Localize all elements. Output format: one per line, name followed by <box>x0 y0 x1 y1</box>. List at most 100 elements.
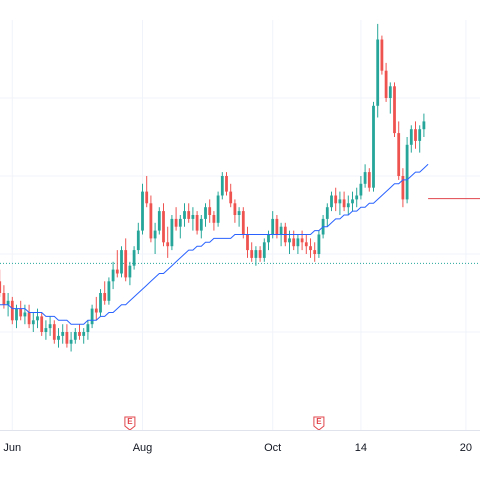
candle[interactable] <box>384 62 388 102</box>
candle[interactable] <box>120 246 123 278</box>
candle[interactable] <box>229 183 233 208</box>
candle[interactable] <box>111 261 115 290</box>
candle[interactable] <box>99 289 102 317</box>
candle[interactable] <box>241 207 245 239</box>
candle[interactable] <box>183 203 186 227</box>
candle[interactable] <box>191 207 195 231</box>
candle[interactable] <box>0 269 2 297</box>
candle[interactable] <box>409 125 413 153</box>
candle[interactable] <box>237 207 241 227</box>
candle[interactable] <box>19 300 23 321</box>
candle[interactable] <box>195 211 199 235</box>
candle[interactable] <box>141 183 144 235</box>
candle[interactable] <box>262 238 266 262</box>
candle[interactable] <box>48 316 52 336</box>
candle[interactable] <box>292 230 296 251</box>
candle[interactable] <box>338 191 342 215</box>
candle[interactable] <box>351 191 354 212</box>
candle[interactable] <box>401 168 405 208</box>
candle[interactable] <box>170 215 174 251</box>
candle[interactable] <box>69 332 73 352</box>
candle[interactable] <box>313 242 317 262</box>
candle[interactable] <box>271 211 275 239</box>
candle[interactable] <box>153 222 157 254</box>
candle[interactable] <box>212 211 216 231</box>
candle[interactable] <box>166 226 170 258</box>
candle[interactable] <box>187 203 191 223</box>
candle[interactable] <box>330 191 333 212</box>
candle[interactable] <box>300 230 304 251</box>
candle[interactable] <box>31 312 35 333</box>
candle[interactable] <box>346 195 350 216</box>
candle[interactable] <box>418 125 422 153</box>
candle[interactable] <box>27 304 31 329</box>
candle[interactable] <box>103 281 107 305</box>
candle[interactable] <box>73 328 77 344</box>
candle[interactable] <box>149 195 153 243</box>
candle[interactable] <box>254 246 258 266</box>
candle[interactable] <box>296 234 300 255</box>
candle[interactable] <box>107 277 111 305</box>
candle[interactable] <box>86 320 90 340</box>
candle[interactable] <box>258 246 262 262</box>
candle[interactable] <box>174 207 178 231</box>
candle[interactable] <box>10 296 14 325</box>
candle[interactable] <box>162 203 165 247</box>
candle[interactable] <box>422 113 426 137</box>
candle[interactable] <box>367 168 371 192</box>
candle[interactable] <box>267 230 270 251</box>
candle[interactable] <box>359 176 363 200</box>
candle[interactable] <box>94 296 98 321</box>
candle[interactable] <box>52 320 56 344</box>
candle[interactable] <box>325 203 329 227</box>
candle[interactable] <box>82 328 86 344</box>
candle[interactable] <box>397 121 401 180</box>
candle[interactable] <box>204 203 207 227</box>
candle[interactable] <box>65 324 69 348</box>
candle[interactable] <box>388 82 392 114</box>
candlestick-series[interactable] <box>0 23 426 352</box>
candle[interactable] <box>157 207 161 235</box>
candle[interactable] <box>363 164 367 188</box>
earnings-event-marker[interactable]: E <box>124 416 136 431</box>
candle[interactable] <box>380 35 384 75</box>
candle[interactable] <box>304 234 308 255</box>
candle[interactable] <box>216 191 220 227</box>
candle[interactable] <box>220 172 224 200</box>
candle[interactable] <box>393 82 396 137</box>
candle[interactable] <box>342 191 346 212</box>
candle[interactable] <box>246 226 249 258</box>
candle[interactable] <box>376 23 380 118</box>
candle[interactable] <box>128 261 132 286</box>
candle[interactable] <box>372 101 375 192</box>
candle[interactable] <box>250 242 254 262</box>
candle[interactable] <box>124 238 128 282</box>
candle[interactable] <box>355 187 359 208</box>
candle[interactable] <box>115 250 119 278</box>
candle[interactable] <box>40 312 44 336</box>
time-axis[interactable]: Jun Aug Oct 14 20 <box>3 442 472 454</box>
candle[interactable] <box>57 328 60 348</box>
candle[interactable] <box>61 324 65 344</box>
candle[interactable] <box>225 172 228 196</box>
candle[interactable] <box>132 246 136 270</box>
candle[interactable] <box>90 304 94 329</box>
candle[interactable] <box>208 199 212 223</box>
candle[interactable] <box>233 199 237 223</box>
candle[interactable] <box>334 187 338 212</box>
candle[interactable] <box>199 215 203 239</box>
candle[interactable] <box>36 308 39 329</box>
candle[interactable] <box>178 215 182 239</box>
candle[interactable] <box>78 324 81 340</box>
earnings-event-marker[interactable]: E <box>313 416 325 431</box>
candle[interactable] <box>23 304 27 325</box>
candle[interactable] <box>414 121 417 149</box>
candle[interactable] <box>145 176 149 208</box>
candle[interactable] <box>309 238 312 258</box>
candle[interactable] <box>405 137 409 204</box>
candle[interactable] <box>317 230 321 258</box>
candle[interactable] <box>44 320 48 340</box>
candle[interactable] <box>136 222 140 254</box>
